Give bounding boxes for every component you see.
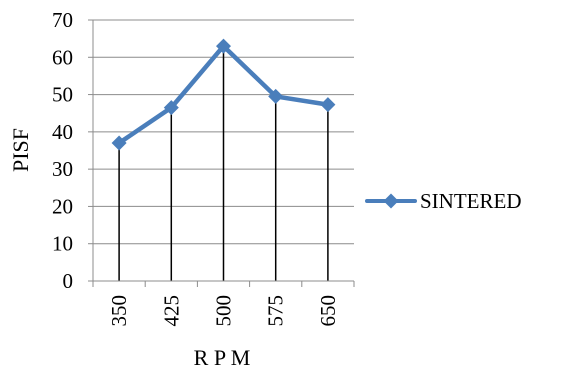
data-point-marker [268,88,284,104]
legend-label: SINTERED [420,189,522,213]
y-tick-label: 10 [52,232,73,256]
data-point-marker [320,97,336,113]
y-tick-label: 70 [52,8,73,32]
legend: SINTERED [365,189,522,213]
x-tick-label: 575 [264,295,288,327]
x-tick-labels: 350 425 500 575 650 [107,295,340,327]
drop-lines [118,46,329,281]
y-tick-label: 50 [52,83,73,107]
data-point-marker [163,100,179,116]
y-tick-label: 0 [63,269,74,293]
axes [88,19,355,287]
y-tick-label: 20 [52,194,73,218]
markers [111,38,336,151]
y-axis-label: PISF [8,128,33,172]
data-point-marker [111,135,127,151]
y-tick-labels: 0 10 20 30 40 50 60 70 [52,8,73,293]
legend-marker [383,193,399,209]
x-tick-label: 425 [159,295,183,327]
x-axis-label: R P M [194,345,251,370]
y-tick-label: 30 [52,157,73,181]
y-tick-label: 60 [52,45,73,69]
y-tick-label: 40 [52,120,73,144]
x-tick-label: 650 [316,295,340,327]
data-point-marker [216,38,231,54]
x-tick-label: 500 [212,295,236,327]
x-tick-label: 350 [107,295,131,327]
